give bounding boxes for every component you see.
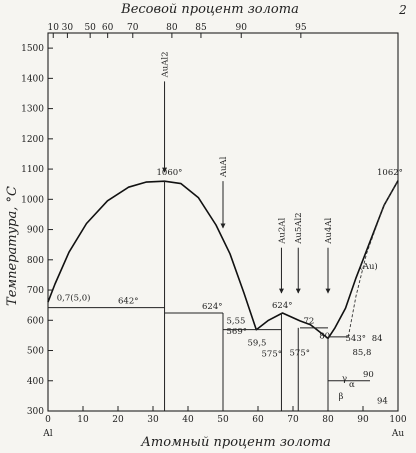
left-tick-label: 900 <box>27 226 44 236</box>
bottom-tick-label: 40 <box>182 415 194 425</box>
bottom-tick-label: 60 <box>252 415 264 425</box>
diagram-annotation: 642° <box>118 297 138 307</box>
top-tick-label: 30 <box>62 23 74 33</box>
left-tick-label: 1200 <box>21 135 44 145</box>
top-tick-label: 95 <box>295 23 307 33</box>
bottom-tick-label: 70 <box>287 415 299 425</box>
diagram-annotation: 59,5 <box>248 338 267 348</box>
left-ticks-group: 300 400 500 600 700 800 900 1000 1100 1200 1300 140… <box>21 44 53 417</box>
corner-mark: 2 <box>398 3 407 17</box>
top-tick-label: 80 <box>166 23 178 33</box>
left-tick-label: 700 <box>27 286 44 296</box>
solid-solution-boundary <box>347 180 399 337</box>
left-tick-label: 600 <box>27 316 44 326</box>
left-tick-label: 400 <box>27 377 44 387</box>
diagram-annotation: β <box>339 392 344 402</box>
diagram-annotation: 569° <box>227 327 247 337</box>
bottom-tick-label: 10 <box>77 415 89 425</box>
compound-arrow-label: AuAl <box>219 156 229 178</box>
arrows-group: AuAl2 AuAl Au2Al Au5Al2 Au4Al <box>161 51 334 294</box>
top-tick-label: 90 <box>236 23 248 33</box>
diagram-annotation: 94 <box>377 396 388 406</box>
diagram-annotation: 80 <box>319 331 330 341</box>
diagram-annotation: 85,8 <box>353 348 372 358</box>
top-axis-title: Весовой процент золота <box>120 2 299 17</box>
diagram-annotation: 84 <box>372 334 383 344</box>
bottom-tick-label: 0 <box>45 415 51 425</box>
bottom-tick-label: 30 <box>147 415 159 425</box>
left-axis-title: Температура, °С <box>5 186 20 306</box>
compound-arrow-label: AuAl2 <box>161 51 171 78</box>
top-tick-label: 60 <box>102 23 114 33</box>
diagram-annotation: α <box>349 380 355 390</box>
diagram-annotation: 624° <box>272 301 292 311</box>
bottom-tick-label: 80 <box>322 415 334 425</box>
compound-arrow-label: Au4Al <box>324 218 334 245</box>
left-tick-label: 1500 <box>21 44 44 54</box>
right-end-label: Au <box>391 429 404 439</box>
left-end-label: Al <box>42 429 52 439</box>
diagram-annotation: (Au) <box>360 261 378 272</box>
diagram-annotation: 575° <box>262 350 282 360</box>
diagram-annotation: 1060° <box>157 168 183 178</box>
left-tick-label: 1400 <box>21 74 44 84</box>
left-tick-label: 1300 <box>21 105 44 115</box>
diagram-annotation: 1062° <box>377 168 403 178</box>
bottom-tick-label: 20 <box>112 415 124 425</box>
diagram-annotation: 624° <box>202 302 222 312</box>
left-tick-label: 300 <box>27 407 44 417</box>
top-ticks-group: 10 30 50 60 70 80 85 90 95 <box>48 23 307 38</box>
top-tick-label: 70 <box>127 23 139 33</box>
diagram-annotation: 90 <box>363 370 374 380</box>
compound-arrow-label: Au5Al2 <box>294 212 304 244</box>
left-tick-label: 500 <box>27 347 44 357</box>
top-tick-label: 50 <box>84 23 96 33</box>
bottom-tick-label: 90 <box>357 415 369 425</box>
bottom-axis-title: Атомный процент золота <box>140 435 331 450</box>
liquidus-curve <box>47 180 399 340</box>
top-tick-label: 85 <box>195 23 207 33</box>
phase-lines-group <box>47 180 399 411</box>
top-tick-label: 10 <box>48 23 60 33</box>
compound-arrow-label: Au2Al <box>277 218 287 245</box>
diagram-annotation: 5,55 <box>227 316 246 326</box>
bottom-tick-label: 50 <box>217 415 229 425</box>
diagram-annotation: γ <box>342 374 347 384</box>
diagram-annotation: 543° <box>346 334 366 344</box>
bottom-tick-label: 100 <box>389 415 406 425</box>
diagram-annotation: 72 <box>304 317 315 327</box>
left-tick-label: 1000 <box>21 195 44 205</box>
diagram-annotation: 0,7(5,0) <box>57 293 91 304</box>
left-tick-label: 800 <box>27 256 44 266</box>
bottom-ticks-group: 0 10 20 30 40 50 60 70 80 90 100 <box>45 406 407 425</box>
diagram-annotation: 575° <box>290 349 310 359</box>
left-tick-label: 1100 <box>21 165 44 175</box>
